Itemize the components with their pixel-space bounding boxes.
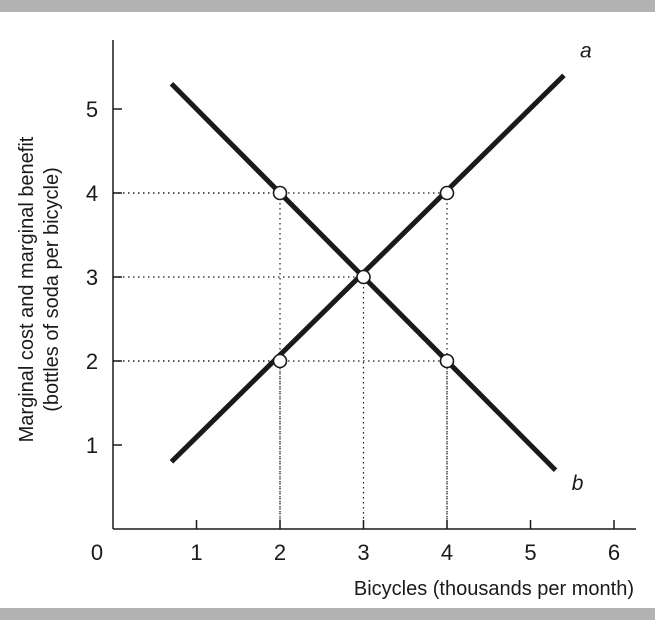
x-tick-label-4: 4 [441, 540, 453, 565]
point-3-3 [356, 269, 371, 285]
top-border-band [0, 0, 655, 12]
y-tick-label-1: 1 [86, 433, 98, 458]
point-4-4 [439, 185, 455, 201]
origin-label: 0 [91, 540, 103, 565]
y-tick-label-4: 4 [86, 181, 98, 206]
y-tick-label-3: 3 [86, 265, 98, 290]
curve-a [169, 73, 566, 464]
x-tick-label-3: 3 [357, 540, 369, 565]
curves: ab [169, 39, 592, 495]
axis-ticks: 1 2 3 4 5 6 1 2 3 4 5 [86, 97, 620, 565]
y-tick-label-5: 5 [86, 97, 98, 122]
curve-label-a: a [580, 39, 592, 62]
curve-label-b: b [572, 472, 584, 495]
point-4-2 [439, 353, 455, 369]
highlight-points [272, 185, 455, 369]
axes [112, 40, 636, 530]
x-tick-label-5: 5 [524, 540, 536, 565]
point-2-4 [272, 185, 288, 201]
chart-labels: 0 Bicycles (thousands per month) Margina… [16, 136, 634, 600]
point-2-2 [272, 353, 288, 369]
x-tick-label-6: 6 [608, 540, 620, 565]
reference-lines [113, 192, 448, 529]
x-axis-title: Bicycles (thousands per month) [354, 578, 634, 600]
x-tick-label-1: 1 [190, 540, 202, 565]
bottom-border-band [0, 608, 655, 620]
y-axis-title-line2: (bottles of soda per bicycle) [41, 167, 63, 412]
y-tick-label-2: 2 [86, 349, 98, 374]
y-axis-title-line1: Marginal cost and marginal benefit [16, 136, 38, 442]
x-tick-label-2: 2 [274, 540, 286, 565]
